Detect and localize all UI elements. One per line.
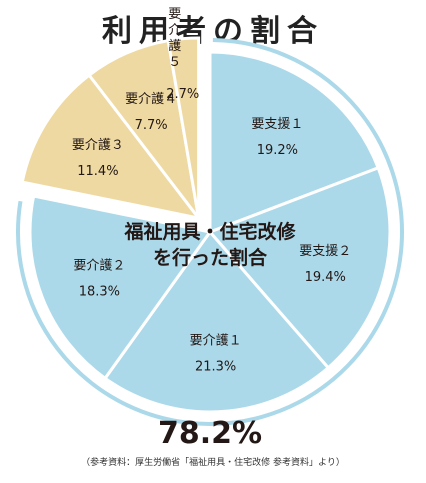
slice-value-1: 19.2% <box>257 143 298 158</box>
slice-label-4: 要介護２ <box>73 257 125 273</box>
slice-value-3: 21.3% <box>195 360 236 375</box>
pie-slice-1 <box>208 50 381 235</box>
pie-slice-5 <box>20 73 203 221</box>
slice-label-7-char-3: 護 <box>168 38 181 54</box>
pie-slice-3 <box>103 229 331 414</box>
slice-label-2: 要支援２ <box>299 244 351 259</box>
slice-label-7-char-4: ５ <box>168 55 181 70</box>
slice-label-1: 要支援１ <box>251 117 303 132</box>
slice-value-6: 7.7% <box>135 118 168 133</box>
slice-label-3: 要介護１ <box>190 333 242 349</box>
group-total-label: 78.2% <box>158 416 262 451</box>
slice-value-7: 2.7% <box>166 87 199 102</box>
group-annotation-line-1: 福祉用具・住宅改修 <box>123 220 296 243</box>
slice-value-4: 18.3% <box>79 284 120 299</box>
source-note: （参考資料：厚生労働省「福祉用具・住宅改修 参考資料」より） <box>81 458 345 468</box>
group-annotation-line-2: を行った割合 <box>153 246 268 269</box>
slice-value-5: 11.4% <box>77 164 118 179</box>
slice-label-5: 要介護３ <box>72 137 124 153</box>
pie-slice-2 <box>207 165 392 370</box>
group-ring <box>16 38 404 426</box>
chart-title: 利用者の割合 <box>102 14 324 49</box>
pie-slice-4 <box>28 194 213 381</box>
slice-label-7-char-2: 介 <box>168 23 181 38</box>
slice-label-6: 要介護４ <box>125 91 177 107</box>
pie-slice-7 <box>166 36 201 219</box>
slice-value-2: 19.4% <box>305 270 346 285</box>
slice-label-7-char-1: 要 <box>168 7 181 22</box>
